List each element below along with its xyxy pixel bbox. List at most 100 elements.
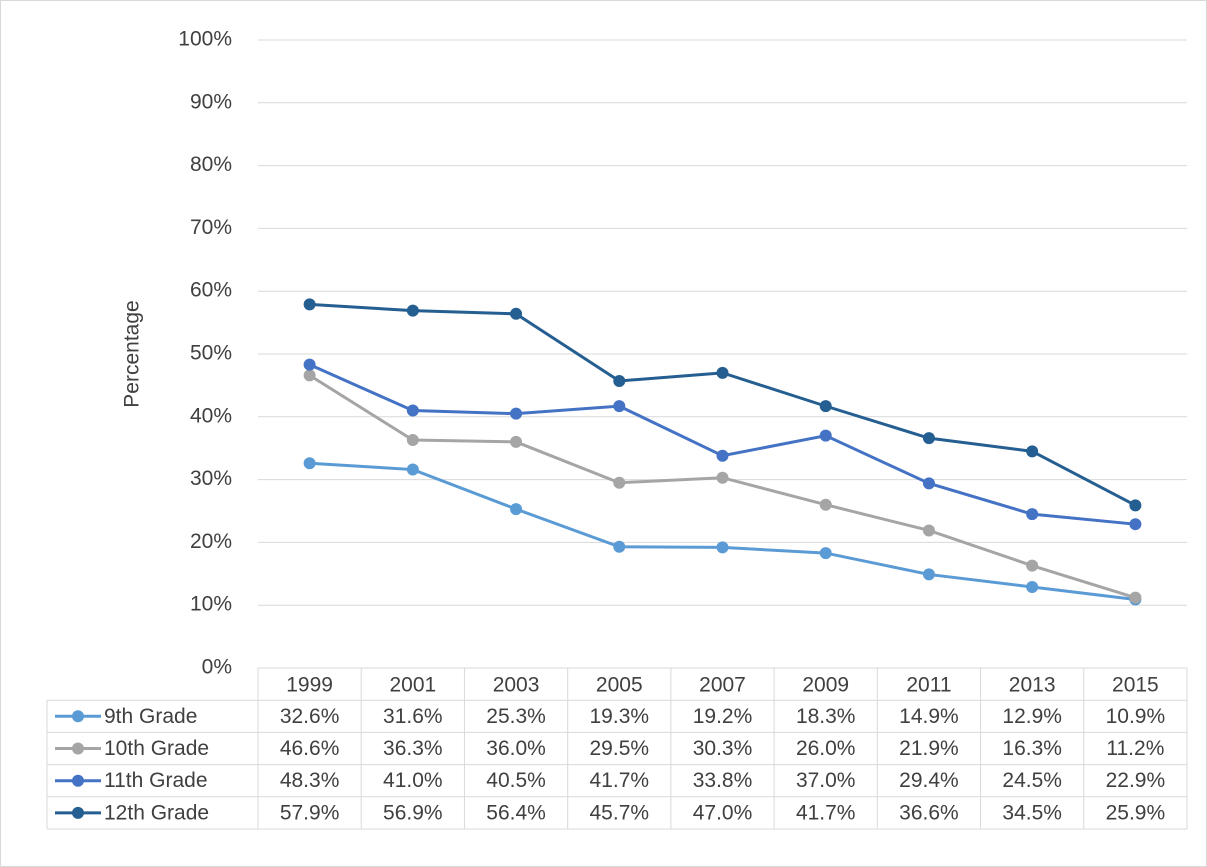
- table-value: 57.9%: [280, 801, 340, 824]
- data-point: [922, 432, 935, 445]
- data-point: [819, 498, 832, 511]
- data-point: [1026, 580, 1039, 593]
- x-tick-label: 2001: [389, 674, 436, 697]
- table-value: 10.9%: [1106, 705, 1166, 728]
- data-point: [716, 366, 729, 379]
- data-point: [922, 477, 935, 490]
- data-point: [613, 375, 626, 388]
- y-tick-label: 80%: [190, 153, 232, 176]
- data-point: [510, 307, 523, 320]
- table-value: 41.0%: [383, 769, 443, 792]
- y-axis-label: Percentage: [121, 300, 144, 407]
- table-value: 21.9%: [899, 737, 959, 760]
- table-value: 41.7%: [590, 769, 650, 792]
- table-value: 30.3%: [693, 737, 753, 760]
- data-point: [1026, 559, 1039, 572]
- table-value: 40.5%: [486, 769, 546, 792]
- legend-marker: [72, 774, 84, 787]
- table-value: 41.7%: [796, 801, 856, 824]
- data-point: [613, 400, 626, 413]
- data-point: [716, 449, 729, 462]
- data-point: [922, 524, 935, 537]
- x-tick-label: 2003: [493, 674, 540, 697]
- y-tick-label: 60%: [190, 279, 232, 302]
- table-value: 25.3%: [486, 705, 546, 728]
- data-point: [1129, 591, 1142, 604]
- y-tick-label: 10%: [190, 593, 232, 616]
- y-tick-label: 20%: [190, 530, 232, 553]
- data-point: [303, 369, 316, 382]
- table-value: 56.4%: [486, 801, 546, 824]
- data-point: [819, 429, 832, 442]
- y-tick-label: 0%: [202, 656, 232, 679]
- data-point: [303, 358, 316, 371]
- table-value: 36.3%: [383, 737, 443, 760]
- table-value: 36.0%: [486, 737, 546, 760]
- table-value: 32.6%: [280, 705, 340, 728]
- table-value: 22.9%: [1106, 769, 1166, 792]
- table-value: 48.3%: [280, 769, 340, 792]
- table-value: 45.7%: [590, 801, 650, 824]
- y-tick-label: 30%: [190, 467, 232, 490]
- table-value: 46.6%: [280, 737, 340, 760]
- table-value: 12.9%: [1002, 705, 1062, 728]
- data-point: [716, 471, 729, 484]
- table-value: 29.5%: [590, 737, 650, 760]
- table-value: 47.0%: [693, 801, 753, 824]
- table-value: 33.8%: [693, 769, 753, 792]
- legend-label: 12th Grade: [104, 801, 209, 824]
- legend-marker: [72, 710, 84, 723]
- data-point: [510, 503, 523, 516]
- data-point: [613, 476, 626, 489]
- data-point: [613, 540, 626, 553]
- y-tick-label: 100%: [178, 28, 232, 51]
- data-point: [510, 407, 523, 420]
- data-point: [303, 457, 316, 470]
- y-tick-label: 40%: [190, 404, 232, 427]
- data-point: [1129, 518, 1142, 531]
- table-value: 31.6%: [383, 705, 443, 728]
- table-value: 26.0%: [796, 737, 856, 760]
- data-point: [716, 541, 729, 554]
- table-value: 36.6%: [899, 801, 959, 824]
- data-point: [406, 434, 419, 447]
- legend-label: 11th Grade: [104, 769, 208, 792]
- legend-label: 10th Grade: [104, 737, 209, 760]
- x-tick-label: 1999: [286, 674, 333, 697]
- data-point: [819, 547, 832, 560]
- data-point: [1026, 445, 1039, 458]
- table-value: 14.9%: [899, 705, 959, 728]
- legend-marker: [72, 742, 84, 755]
- x-tick-label: 2011: [906, 674, 951, 697]
- x-tick-label: 2009: [802, 674, 849, 697]
- legend-marker: [72, 806, 84, 819]
- table-value: 24.5%: [1002, 769, 1062, 792]
- table-value: 18.3%: [796, 705, 856, 728]
- legend-label: 9th Grade: [104, 705, 197, 728]
- table-value: 16.3%: [1002, 737, 1062, 760]
- x-tick-label: 2013: [1009, 674, 1056, 697]
- x-tick-label: 2007: [699, 674, 746, 697]
- table-value: 25.9%: [1106, 801, 1166, 824]
- y-tick-label: 70%: [190, 216, 232, 239]
- data-point: [819, 400, 832, 413]
- data-point: [1129, 499, 1142, 512]
- table-value: 11.2%: [1106, 737, 1164, 760]
- x-tick-label: 2005: [596, 674, 643, 697]
- table-value: 29.4%: [899, 769, 959, 792]
- data-point: [406, 404, 419, 417]
- table-value: 19.3%: [590, 705, 650, 728]
- data-point: [1026, 508, 1039, 521]
- y-tick-label: 90%: [190, 90, 232, 113]
- data-point: [510, 435, 523, 448]
- table-value: 56.9%: [383, 801, 443, 824]
- data-point: [303, 298, 316, 311]
- data-point: [406, 304, 419, 317]
- data-point: [922, 568, 935, 581]
- table-value: 37.0%: [796, 769, 856, 792]
- y-tick-label: 50%: [190, 342, 232, 365]
- data-point: [406, 463, 419, 476]
- table-value: 34.5%: [1002, 801, 1062, 824]
